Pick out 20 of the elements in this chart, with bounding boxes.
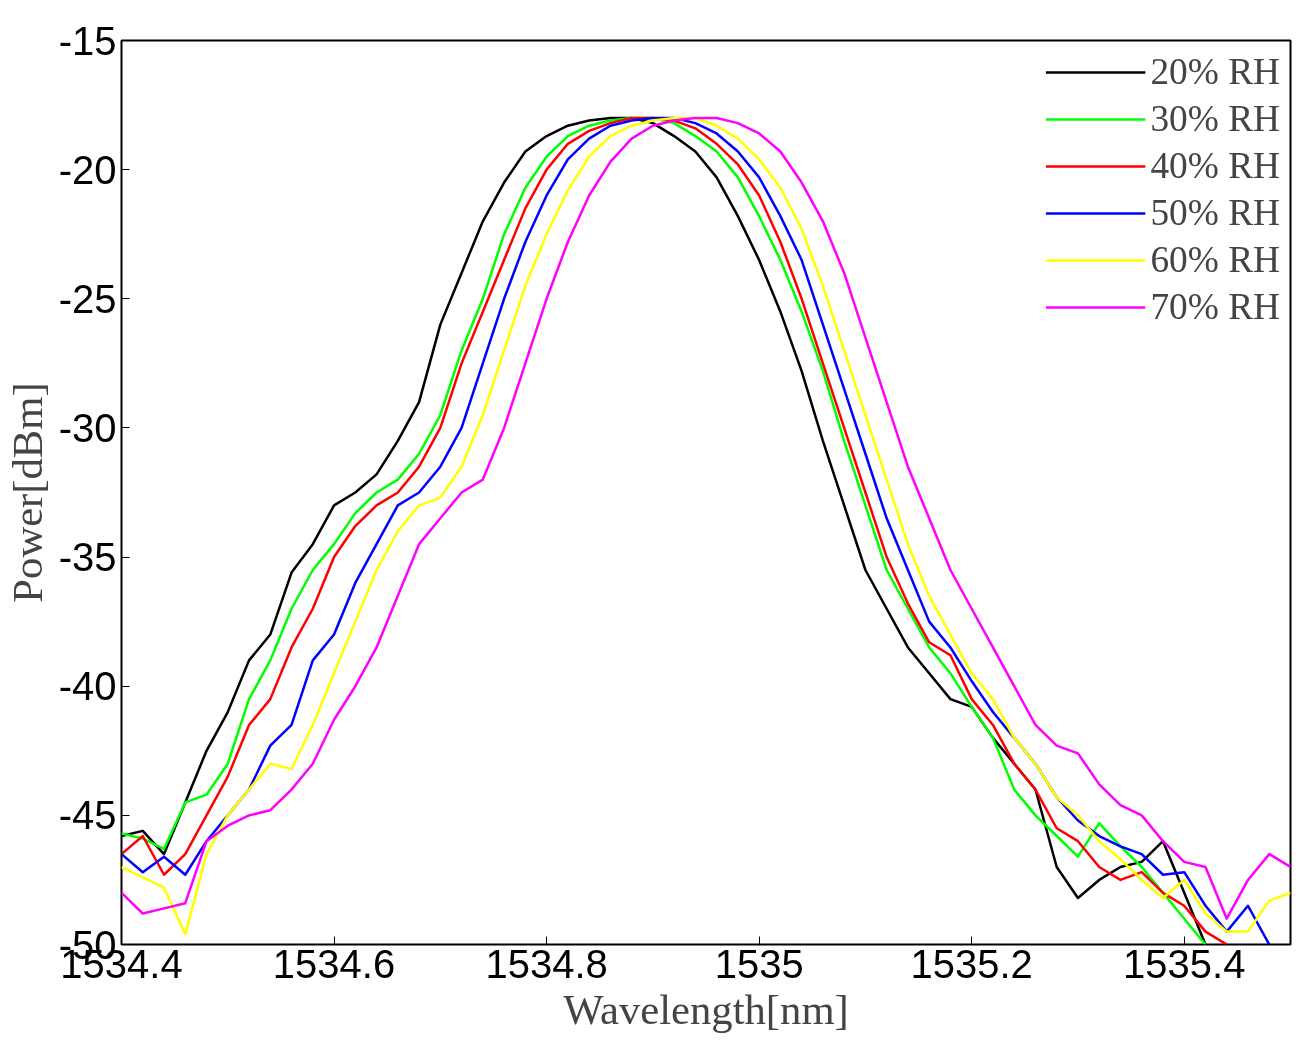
x-tick-label: 1534.6 — [272, 941, 396, 986]
legend-label: 40% RH — [1150, 144, 1280, 187]
x-tick-label: 1535.4 — [1123, 941, 1246, 986]
y-axis-title: Power[dBm] — [3, 382, 51, 603]
y-tick-label: -20 — [58, 147, 117, 192]
x-tick-label: 1535.2 — [910, 941, 1033, 986]
y-tick-label: -35 — [58, 535, 117, 580]
x-tick-label: 1535 — [714, 941, 804, 986]
y-tick-label: -45 — [58, 793, 117, 838]
y-tick-label: -40 — [58, 664, 117, 709]
legend-label: 50% RH — [1150, 191, 1280, 234]
x-axis-title: Wavelength[nm] — [563, 985, 849, 1033]
legend-label: 20% RH — [1150, 50, 1280, 93]
legend-label: 70% RH — [1150, 285, 1280, 328]
legend-label: 30% RH — [1150, 97, 1280, 140]
legend-label: 60% RH — [1150, 238, 1280, 281]
x-tick-label: 1534.8 — [485, 941, 608, 986]
y-tick-label: -15 — [58, 18, 117, 63]
y-tick-label: -30 — [58, 405, 117, 450]
y-tick-label: -25 — [58, 276, 117, 321]
